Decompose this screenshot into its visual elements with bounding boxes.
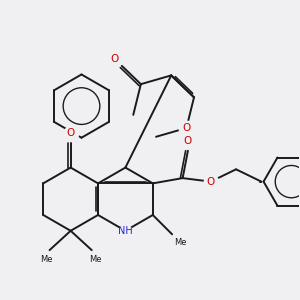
Text: O: O xyxy=(67,128,75,138)
Text: NH: NH xyxy=(118,226,133,236)
Text: O: O xyxy=(184,136,192,146)
Text: O: O xyxy=(110,54,118,64)
Text: Me: Me xyxy=(40,255,52,264)
Text: Me: Me xyxy=(89,255,101,264)
Text: O: O xyxy=(207,177,215,187)
Text: O: O xyxy=(182,123,190,133)
Text: Me: Me xyxy=(174,238,186,247)
